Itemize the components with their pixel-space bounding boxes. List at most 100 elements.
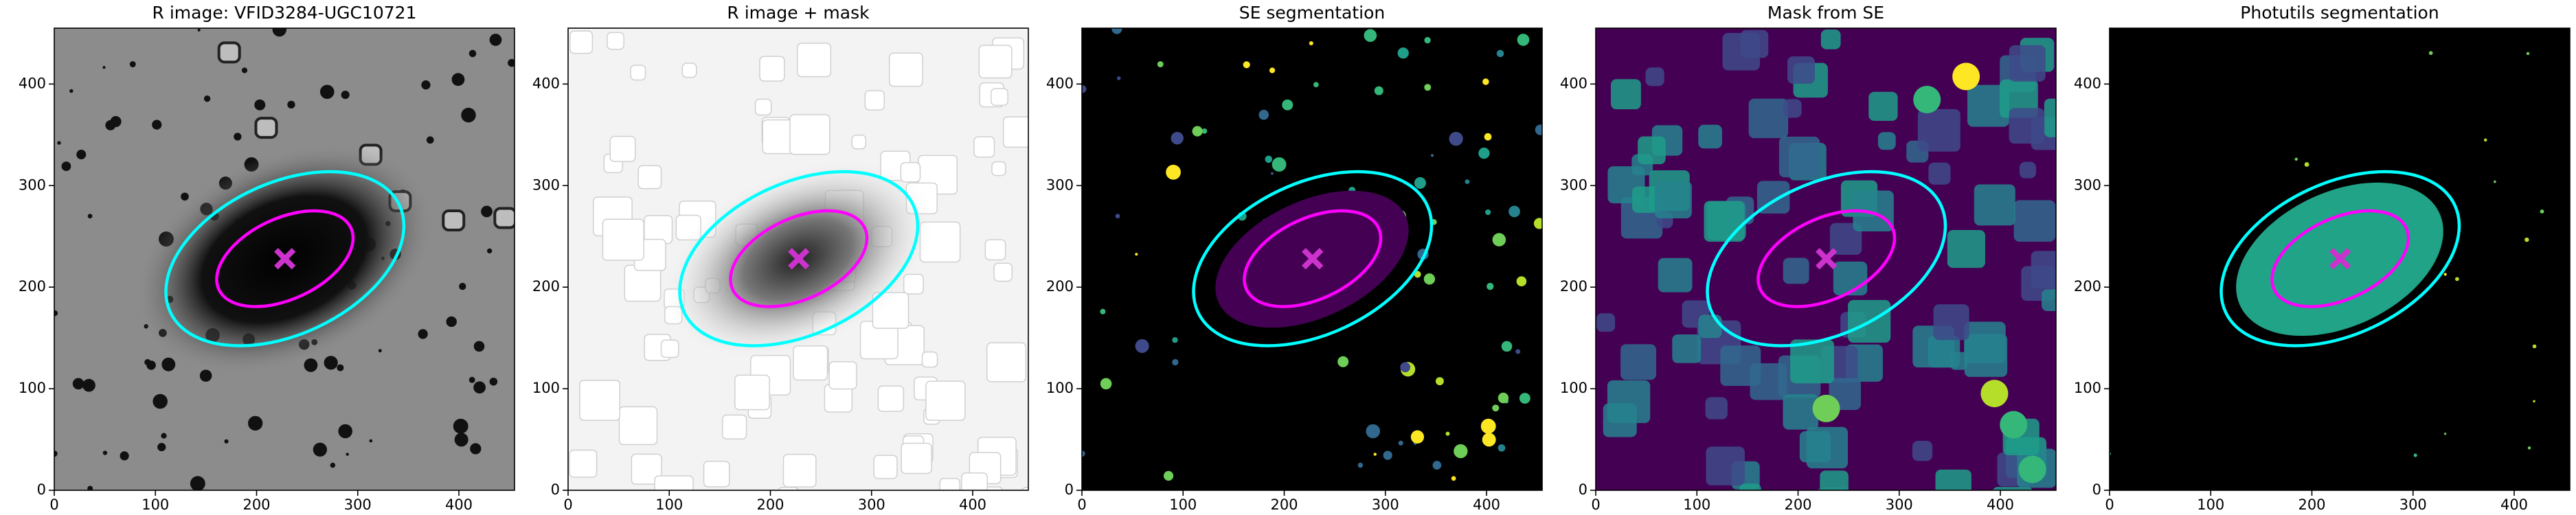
segment [1117,76,1121,80]
segment [2455,277,2459,282]
star [468,376,475,383]
mask-region [2018,455,2046,483]
mask-region [1672,334,1702,363]
star [248,415,263,431]
mask-region [1706,446,1745,485]
star [82,378,95,392]
mask-region [1820,29,1841,49]
x-tick-label: 100 [2197,496,2224,513]
masked-star [217,41,241,64]
mask-region [1610,79,1641,110]
y-tick-label: 100 [532,380,560,396]
segment [1424,36,1431,44]
mask-region [1698,124,1722,149]
star [87,485,93,490]
y-tick-label: 200 [2074,278,2101,295]
star [54,310,58,317]
mask-region [797,43,832,78]
x-tick-label: 200 [2298,496,2325,513]
segment [2540,209,2544,214]
mask-region [1658,258,1693,293]
panel: 0 100 200 300 400 0 100 200 300 400 R image: VFID3… [19,3,515,513]
x-tick-label: 200 [242,496,270,513]
mask-region [864,90,885,111]
y-tick-label: 100 [2074,380,2101,396]
mask-region [1638,136,1666,165]
mask-region [1645,67,1664,87]
segment [2533,400,2535,403]
segment [1496,49,1504,58]
aperture-ellipse [1192,170,1434,347]
center-marker [2329,248,2351,270]
mask-region [681,62,697,78]
mask-region [1739,483,1761,490]
segment [1454,444,1468,459]
segment [2294,157,2298,161]
x-tick-label: 300 [858,496,885,513]
image [2110,28,2570,490]
mask-region [1812,394,1840,422]
y-tick-label: 300 [1046,176,1074,193]
mask-region [2031,251,2056,289]
mask-region [2042,289,2056,311]
segment [1272,157,1287,172]
panel: 0 100 200 300 400 0 100 200 300 400 SE segmentatio… [1046,3,1543,513]
panel-title: Photutils segmentation [2240,3,2439,23]
star [144,358,151,366]
image [568,28,1028,490]
segment [1410,430,1425,444]
mask-region [654,475,694,490]
segment [2304,162,2309,167]
segment [1082,450,1085,457]
mask-region [1620,344,1657,380]
x-tick-label: 200 [1784,496,1811,513]
image [1596,28,2056,490]
y-tick-label: 400 [19,75,46,91]
mask-region [1928,335,1961,368]
segment [1157,61,1164,68]
segment [1171,132,1184,145]
center-marker [1302,248,1324,270]
star [61,161,71,171]
aperture-ellipse [2219,170,2461,347]
segment [1082,85,1087,93]
star [451,73,465,87]
x-tick-label: 0 [1591,496,1600,513]
mask-region [991,161,1006,176]
star [87,214,93,219]
mask-region [782,454,817,488]
star [102,450,108,455]
mask-region [961,472,988,490]
segment [1398,440,1403,446]
star [199,369,212,382]
mask-region [1980,380,2009,408]
star [203,95,211,102]
mask-region [618,406,658,446]
mask-region [1704,201,1745,242]
segment [1430,154,1434,157]
y-tick-label: 200 [1046,278,1074,295]
x-tick-label: 300 [1372,496,1399,513]
mask-region [1964,321,2006,364]
segment [1337,356,1349,367]
star [369,439,373,443]
mask-region [973,136,995,158]
x-tick-label: 300 [1886,496,1913,513]
mask-region [789,114,831,155]
mask-region [1603,403,1637,437]
y-tick-label: 200 [19,278,46,295]
segment [2527,446,2531,450]
y-tick-label: 300 [532,176,560,193]
segment [1357,462,1364,468]
star [254,99,266,111]
y-tick-label: 400 [2074,75,2101,91]
star [72,378,84,390]
mask-region [2009,108,2045,144]
mask-region [1698,314,1722,339]
x-tick-label: 400 [1473,496,1500,513]
mask-region [2044,98,2056,137]
x-tick-label: 0 [49,496,58,513]
star [338,424,352,439]
star [241,67,248,73]
